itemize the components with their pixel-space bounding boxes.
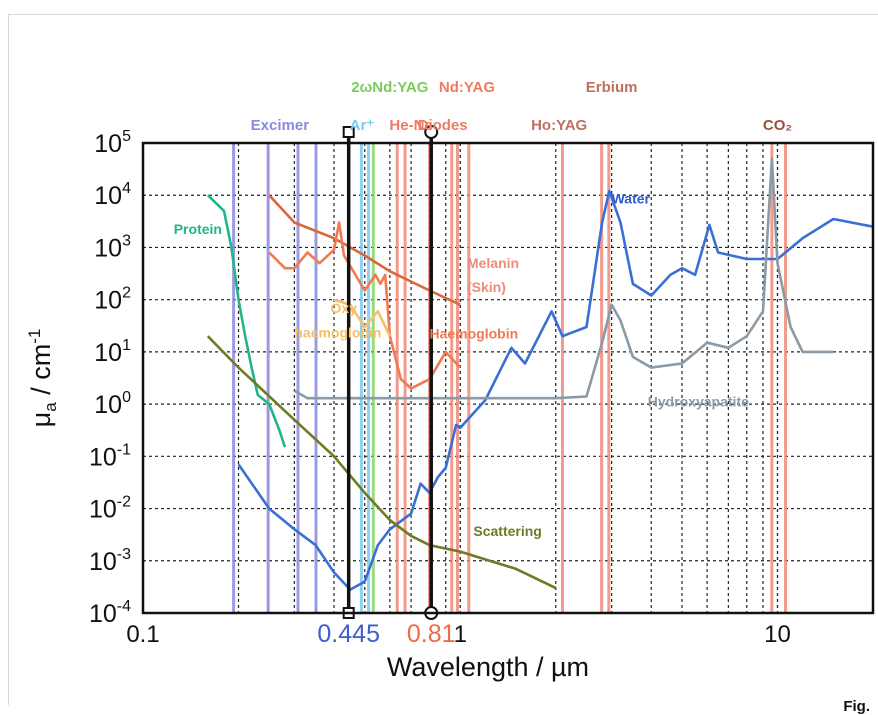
plot-border: [141, 141, 875, 615]
y-label-sub: a: [41, 402, 60, 412]
series-label: Melanin: [467, 255, 519, 271]
y-tick-label: 102: [94, 285, 131, 315]
series-layer: [206, 157, 874, 591]
x-axis-label: Wavelength / µm: [387, 652, 589, 682]
series-label: (Skin): [467, 279, 506, 295]
laser-label: 2ωNd:YAG: [351, 79, 428, 96]
series-line: [206, 194, 287, 448]
y-tick-exponent: -2: [117, 494, 131, 511]
series-line: [237, 189, 874, 591]
y-tick-label: 10-3: [89, 546, 131, 576]
laser-lines-layer: [232, 143, 788, 613]
figure-label: Fig.: [843, 698, 870, 715]
highlight-layer: 0.445 0.81: [317, 125, 456, 648]
highlight-value-label: 0.81: [407, 620, 456, 648]
y-tick-exponent: 0: [122, 389, 131, 406]
series-label: haemoglobin: [294, 324, 381, 340]
y-tick-exponent: 3: [122, 232, 131, 249]
series-label: Water: [612, 190, 651, 206]
series-label: Protein: [174, 221, 222, 237]
y-tick-exponent: -4: [117, 598, 131, 615]
laser-label: Excimer: [251, 117, 310, 134]
laser-label: CO₂: [763, 117, 792, 134]
y-label-mu: μ: [26, 412, 56, 428]
y-tick-label: 10-1: [89, 441, 131, 471]
x-tick-label: 10: [764, 621, 791, 648]
figure-frame: [8, 14, 878, 705]
y-axis-label: μa / cm-1: [25, 329, 60, 428]
y-tick-exponent: 4: [122, 180, 131, 197]
highlight-marker-top: [342, 126, 355, 138]
laser-label: Ho:YAG: [531, 117, 587, 134]
series-label: Scattering: [473, 523, 541, 539]
series-line: [268, 221, 462, 390]
y-tick-exponent: 5: [122, 128, 131, 145]
laser-label: Erbium: [586, 79, 638, 96]
y-tick-label: 103: [94, 232, 131, 262]
y-tick-label: 101: [94, 337, 131, 367]
series-label: Oxy: [331, 300, 358, 316]
y-tick-exponent: -3: [117, 546, 131, 563]
series-line: [206, 335, 557, 590]
y-tick-label: 104: [94, 180, 131, 210]
series-label: Hydroxyapatite: [648, 394, 749, 410]
highlight-value-label: 0.445: [317, 620, 380, 648]
y-tick-exponent: 2: [122, 285, 131, 302]
x-tick-label: 0.1: [126, 621, 159, 648]
y-tick-label: 10-4: [89, 598, 131, 628]
y-tick-label: 100: [94, 389, 131, 419]
y-label-unit: / cm: [26, 344, 56, 403]
y-tick-label: 105: [94, 128, 131, 158]
y-tick-exponent: 1: [122, 337, 131, 354]
series-line: [293, 157, 834, 400]
laser-label: Nd:YAG: [439, 79, 495, 96]
laser-label: Diodes: [418, 117, 468, 134]
x-tick-label: 1: [454, 621, 467, 648]
laser-label: Ar⁺: [350, 117, 375, 134]
highlight-marker-top: [424, 125, 439, 139]
series-line: [333, 298, 392, 337]
y-tick-exponent: -1: [117, 441, 131, 458]
laser-label: He-Ne: [389, 117, 432, 134]
y-label-sup: -1: [25, 329, 44, 344]
grid-layer: [142, 142, 873, 614]
series-label: Haemoglobin: [430, 326, 519, 342]
y-tick-label: 10-2: [89, 494, 131, 524]
